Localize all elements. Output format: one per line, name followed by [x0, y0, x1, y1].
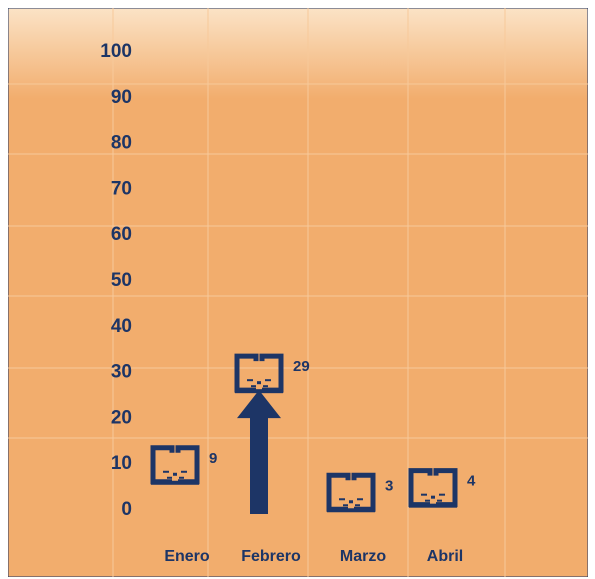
y-tick-label: 0: [121, 499, 132, 520]
data-label: 4: [467, 473, 476, 490]
y-tick-label: 100: [100, 41, 132, 62]
data-label: 3: [385, 477, 393, 494]
grid-lines: [8, 8, 588, 577]
x-category-label: Abril: [427, 548, 463, 565]
x-category-label: Enero: [164, 548, 210, 565]
y-tick-label: 40: [111, 316, 132, 337]
chart: 0 10 20 30 40 50 60 70 80 90 100 9 29 3 4 Enero Febrer…: [8, 8, 588, 577]
y-tick-label: 50: [111, 270, 132, 291]
data-label: 9: [209, 450, 217, 467]
y-tick-label: 80: [111, 133, 132, 154]
x-category-label: Febrero: [241, 548, 301, 565]
y-tick-label: 70: [111, 178, 132, 199]
y-tick-label: 60: [111, 224, 132, 245]
y-tick-label: 90: [111, 87, 132, 108]
chart-background: [8, 8, 588, 577]
y-tick-label: 30: [111, 362, 132, 383]
data-label: 29: [293, 358, 310, 375]
annotation-layer: [237, 390, 281, 514]
data-labels: 9 29 3 4: [209, 358, 476, 494]
x-category-label: Marzo: [340, 548, 386, 565]
y-axis-ticks: 0 10 20 30 40 50 60 70 80 90 100: [100, 41, 132, 520]
x-axis-categories: Enero Febrero Marzo Abril: [164, 548, 463, 565]
chart-frame: 0 10 20 30 40 50 60 70 80 90 100 9 29 3 4 Enero Febrer…: [8, 8, 588, 577]
arrow-up-icon: [237, 390, 281, 514]
y-tick-label: 20: [111, 407, 132, 428]
y-tick-label: 10: [111, 453, 132, 474]
